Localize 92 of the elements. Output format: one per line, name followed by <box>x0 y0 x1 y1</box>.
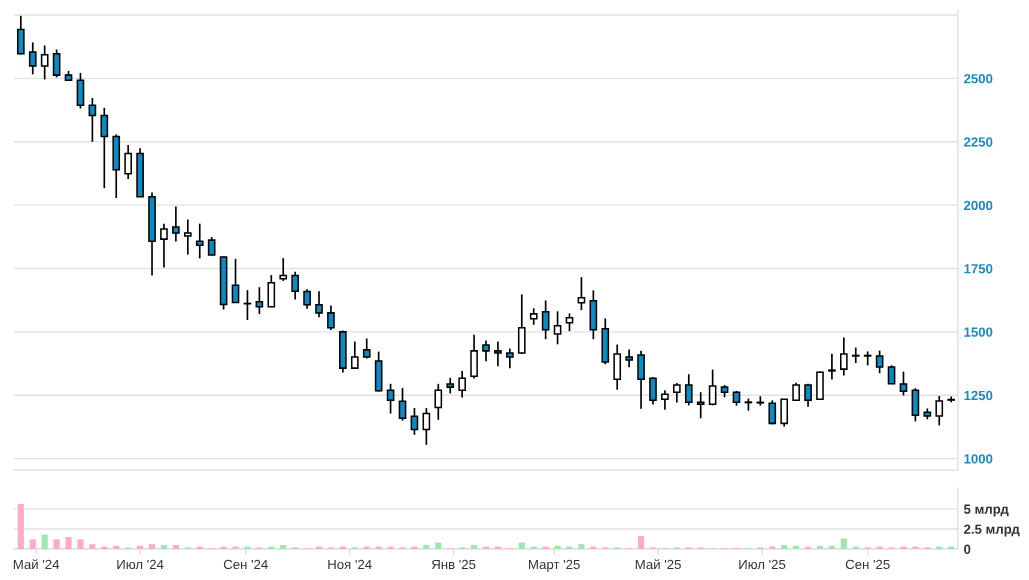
bar <box>137 545 144 549</box>
candlestick <box>673 382 681 404</box>
y-tick-label: 1750 <box>964 264 993 274</box>
bar <box>65 536 72 549</box>
y-tick-label: 2250 <box>964 137 993 147</box>
candlestick <box>828 352 836 381</box>
candlestick <box>422 407 431 446</box>
candlestick <box>875 349 884 375</box>
candlestick <box>172 205 180 243</box>
y-tick-label: 2000 <box>964 200 993 211</box>
x-tick-label: Янв '25 <box>431 559 476 570</box>
candlestick <box>303 288 311 310</box>
x-tick-label: Ноя '24 <box>328 559 372 570</box>
bar <box>840 538 847 549</box>
candlestick <box>291 270 299 301</box>
candlestick <box>708 368 717 407</box>
x-tick-label: Сен '24 <box>223 559 268 570</box>
candlestick <box>28 41 37 76</box>
candlestick <box>386 382 395 415</box>
candlestick <box>160 222 168 269</box>
y-tick-label: 0 <box>964 544 971 554</box>
y-tick-label: 2500 <box>964 74 993 84</box>
candlestick <box>935 395 944 427</box>
candlestick <box>100 106 109 190</box>
x-tick-label: Март '25 <box>529 559 580 572</box>
candlestick <box>863 350 872 367</box>
bar <box>232 546 239 549</box>
x-tick-label: Июл '25 <box>739 559 786 570</box>
bar <box>148 544 156 549</box>
bar <box>89 544 96 549</box>
bar <box>244 546 251 549</box>
candlestick <box>327 304 335 331</box>
candlestick <box>315 290 323 319</box>
y-tick-label: 1250 <box>964 390 993 401</box>
y-tick-label: 1500 <box>964 327 993 337</box>
bar <box>280 544 287 549</box>
candlestick <box>482 339 490 363</box>
bar <box>160 544 168 549</box>
candlestick <box>231 258 240 304</box>
bar <box>578 544 585 549</box>
bar <box>435 542 442 549</box>
bar <box>900 546 907 549</box>
bar <box>113 545 120 549</box>
bar <box>781 544 788 549</box>
x-tick-label: Сен '25 <box>845 559 890 570</box>
candlestick <box>899 370 908 397</box>
bar <box>637 536 645 549</box>
bar <box>172 544 179 549</box>
candlestick <box>124 144 132 180</box>
bar <box>29 539 36 549</box>
bar <box>423 544 430 549</box>
candlestick <box>52 48 61 79</box>
candlestick <box>398 387 407 422</box>
candlestick <box>195 222 204 260</box>
candlestick <box>541 299 550 341</box>
candlestick <box>255 286 264 315</box>
candlestick <box>768 399 777 426</box>
y-tick-label: 5 млрд <box>963 504 1009 517</box>
bar <box>41 534 48 549</box>
bar <box>828 545 835 549</box>
candlestick <box>661 389 669 411</box>
candlestick <box>279 257 288 282</box>
candlestick <box>840 336 848 377</box>
bar <box>518 542 525 549</box>
candlestick <box>553 310 562 346</box>
candlestick <box>434 382 443 421</box>
candlestick <box>350 340 359 369</box>
candlestick <box>887 364 896 385</box>
candlestick <box>494 340 502 368</box>
candlestick <box>649 376 657 406</box>
bar <box>411 546 418 549</box>
candlestick <box>506 347 514 370</box>
candlestick <box>243 289 252 321</box>
x-tick-label: Май '25 <box>635 559 681 570</box>
bar <box>77 539 84 549</box>
bar <box>471 544 478 549</box>
x-tick-label: Июл '24 <box>117 559 164 570</box>
candlestick <box>458 370 466 399</box>
candlestick <box>183 218 192 256</box>
bar <box>793 545 800 549</box>
x-tick-label: Май '24 <box>13 559 60 570</box>
bar <box>566 546 573 549</box>
candlestick <box>684 373 693 407</box>
candlestick <box>696 391 705 420</box>
bar <box>17 504 24 549</box>
candlestick <box>40 44 49 81</box>
y-tick-label: 1000 <box>964 454 993 464</box>
bar <box>816 545 824 549</box>
y-tick-label: 2.5 млрд <box>964 524 1020 537</box>
bar <box>554 545 561 549</box>
candlestick <box>851 346 860 364</box>
bar <box>53 539 60 549</box>
